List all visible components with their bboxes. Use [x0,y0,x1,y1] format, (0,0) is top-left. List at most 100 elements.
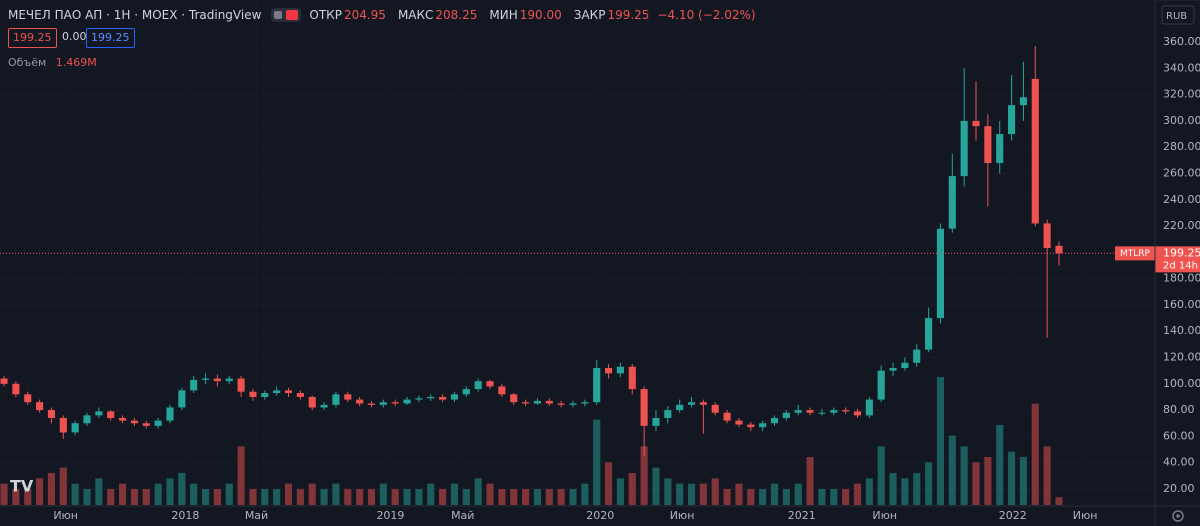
candle-body [723,412,731,421]
candle-body [213,378,221,382]
candle-body [308,396,316,408]
volume-bar [261,489,269,505]
volume-bar [616,478,624,505]
candle-body [889,368,897,371]
x-tick-label: 2018 [171,509,199,522]
y-tick-label: 340.00 [1163,61,1200,74]
symbol-tag [1115,246,1155,261]
volume-bar [640,446,648,505]
high-value: 208.25 [435,8,478,22]
y-tick-label: 320.00 [1163,88,1200,101]
volume-bar [166,478,174,505]
volume-bar [498,489,506,505]
candle-body [853,411,862,416]
volume-bar [462,489,470,505]
currency-button[interactable] [1161,5,1195,25]
candle-body [664,410,672,418]
candle-body [1055,245,1063,254]
volume-bar [59,467,67,505]
volume-bar [794,483,802,505]
volume-bar [391,489,399,505]
close-value: 199.25 [607,8,650,22]
volume-bar [1031,403,1039,505]
volume-bar [676,483,684,505]
y-tick-label: 140.00 [1163,324,1200,337]
candle-body [1008,105,1016,135]
settings-icon[interactable] [1172,510,1184,522]
candle-body [24,394,32,403]
volume-bar [36,478,44,505]
volume-bar [557,489,565,505]
candle-body [261,393,269,397]
candle-body [403,399,411,404]
y-tick-label: 300.00 [1163,114,1200,127]
open-value: 204.95 [343,8,386,22]
grid [0,0,1155,505]
volume-bar [119,483,127,505]
axes: 20.00 40.00 60.00 80.00 100.00 120.00 140.00 16… [0,35,1200,522]
volume-bar [936,377,945,505]
candles [0,46,1063,457]
candle-body [1031,78,1039,224]
currency[interactable]: RUB [1166,11,1187,22]
volume-bar [687,483,696,505]
volume-bar [367,489,376,505]
volume-bar [735,483,743,505]
y-tick-label: 120.00 [1163,351,1200,364]
candle-body [36,402,44,411]
candle-body [296,393,304,397]
candle-body [747,424,755,428]
candle-body [450,394,459,400]
candle-body [782,412,790,418]
candle-body [367,403,376,405]
candle-body [616,366,624,374]
candle-body [652,417,660,426]
volume-bar [996,425,1004,505]
candle-body [628,366,636,390]
x-tick-label: 2019 [376,509,404,522]
candle-body [640,389,648,426]
volume-bar [142,489,150,505]
volume-bar [284,483,293,505]
volume-bar [1055,497,1063,505]
volume-bar [723,489,731,505]
y-tick-label: 220.00 [1163,219,1200,232]
volume-bar [1019,457,1027,505]
volume-bar [201,489,210,505]
volume-bar [569,489,577,505]
volume-bar [332,483,340,505]
candle-body [379,402,387,405]
bid-box[interactable]: 199.25 [8,28,57,48]
candle-body [95,411,103,416]
volume-bar [865,478,873,505]
candle-body [59,417,67,433]
open-label: ОТКР [309,8,342,22]
volume-bar [711,478,719,505]
volume-bar [581,483,589,505]
volume-bar [522,489,530,505]
volume-bar [24,489,32,505]
toggle[interactable] [271,8,302,22]
candle-body [996,134,1004,163]
ask-box[interactable]: 199.25 [86,28,135,48]
volume-bar [948,435,956,505]
volume-bar [249,489,257,505]
candle-body [865,399,873,416]
y-tick-label: 60.00 [1163,429,1195,442]
y-tick-label: 240.00 [1163,193,1200,206]
price-tag [1155,246,1200,273]
tradingview-logo: 𝗧𝗩 [10,477,34,496]
candle-body [83,415,91,424]
candle-body [842,410,850,412]
candle-body [142,423,150,426]
candle-body [273,390,281,394]
candle-body [818,412,826,414]
candle-body [830,410,838,413]
volume-bar [474,478,482,505]
volume-bar [853,483,862,505]
candle-body [533,400,541,404]
volume-value: 1.469M [55,56,97,69]
svg-text:𝗧𝗩: 𝗧𝗩 [10,477,34,496]
volume-bar [486,483,494,505]
